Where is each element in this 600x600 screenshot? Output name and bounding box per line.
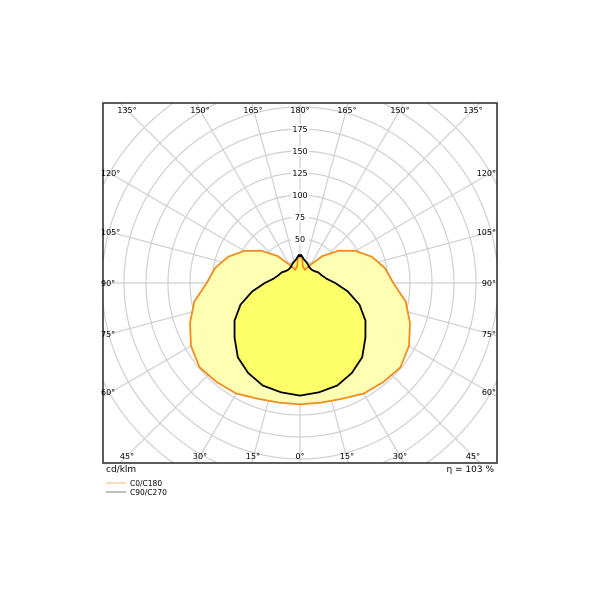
- angle-label-right: 105°: [477, 228, 496, 237]
- angle-label-top: 165°: [243, 106, 262, 115]
- radial-tick-label: 75: [295, 213, 305, 222]
- grid-spoke: [299, 103, 349, 284]
- grid-spoke: [299, 103, 405, 284]
- angle-label-bottom: 15°: [340, 452, 354, 461]
- radial-tick-label: 50: [295, 235, 305, 244]
- curve-lines: [189, 249, 411, 406]
- unit-label: cd/klm: [106, 465, 136, 475]
- radial-tick-label: 175: [292, 125, 307, 134]
- series-line-c90-c270: [233, 254, 367, 397]
- radial-label-bg: [291, 124, 309, 134]
- angle-label-left: 90°: [101, 279, 115, 288]
- radial-label-bg: [291, 234, 309, 244]
- legend-label-c0: C0/C180: [130, 479, 162, 488]
- fill-c90-c270: [234, 254, 366, 396]
- angle-label-bottom: 30°: [393, 452, 407, 461]
- angle-label-top: 135°: [463, 106, 482, 115]
- angle-label-right: 75°: [482, 330, 496, 339]
- radial-tick-label: 125: [292, 169, 307, 178]
- angle-label-left: 75°: [101, 330, 115, 339]
- angle-label-bottom: 0°: [295, 452, 304, 461]
- legend-label-c90: C90/C270: [130, 488, 167, 497]
- radial-tick-label: 100: [292, 191, 307, 200]
- radial-tick-labels: 50 75 100 125 150 175: [291, 124, 309, 244]
- angle-label-bottom: 30°: [193, 452, 207, 461]
- radial-label-bg: [291, 212, 309, 222]
- angle-label-bottom: 45°: [120, 452, 134, 461]
- angle-label-top: 180°: [290, 106, 309, 115]
- legend: C0/C180 C90/C270: [106, 479, 167, 497]
- radial-label-bg: [291, 168, 309, 178]
- angle-label-right: 60°: [482, 388, 496, 397]
- angle-label-bottom: 15°: [246, 452, 260, 461]
- angle-label-left: 105°: [101, 228, 120, 237]
- efficiency-label: η = 103 %: [446, 465, 494, 475]
- angle-label-top: 135°: [117, 106, 136, 115]
- grid-spoke: [195, 103, 301, 284]
- grid-spoke: [251, 103, 301, 284]
- angle-label-left: 120°: [101, 169, 120, 178]
- radial-tick-label: 150: [292, 147, 307, 156]
- curve-fills: [190, 250, 410, 405]
- angle-label-top: 165°: [337, 106, 356, 115]
- angle-label-left: 60°: [101, 388, 115, 397]
- chart-frame: [102, 102, 498, 464]
- radial-label-bg: [291, 146, 309, 156]
- radial-label-bg: [291, 190, 309, 200]
- angle-label-top: 150°: [190, 106, 209, 115]
- angle-label-bottom: 45°: [466, 452, 480, 461]
- angle-tick-labels: 135° 150° 165° 180° 165° 150° 135° 45° 30° 15° 0° 1…: [101, 106, 496, 461]
- angle-label-top: 150°: [390, 106, 409, 115]
- angle-label-right: 90°: [482, 279, 496, 288]
- angle-label-right: 120°: [477, 169, 496, 178]
